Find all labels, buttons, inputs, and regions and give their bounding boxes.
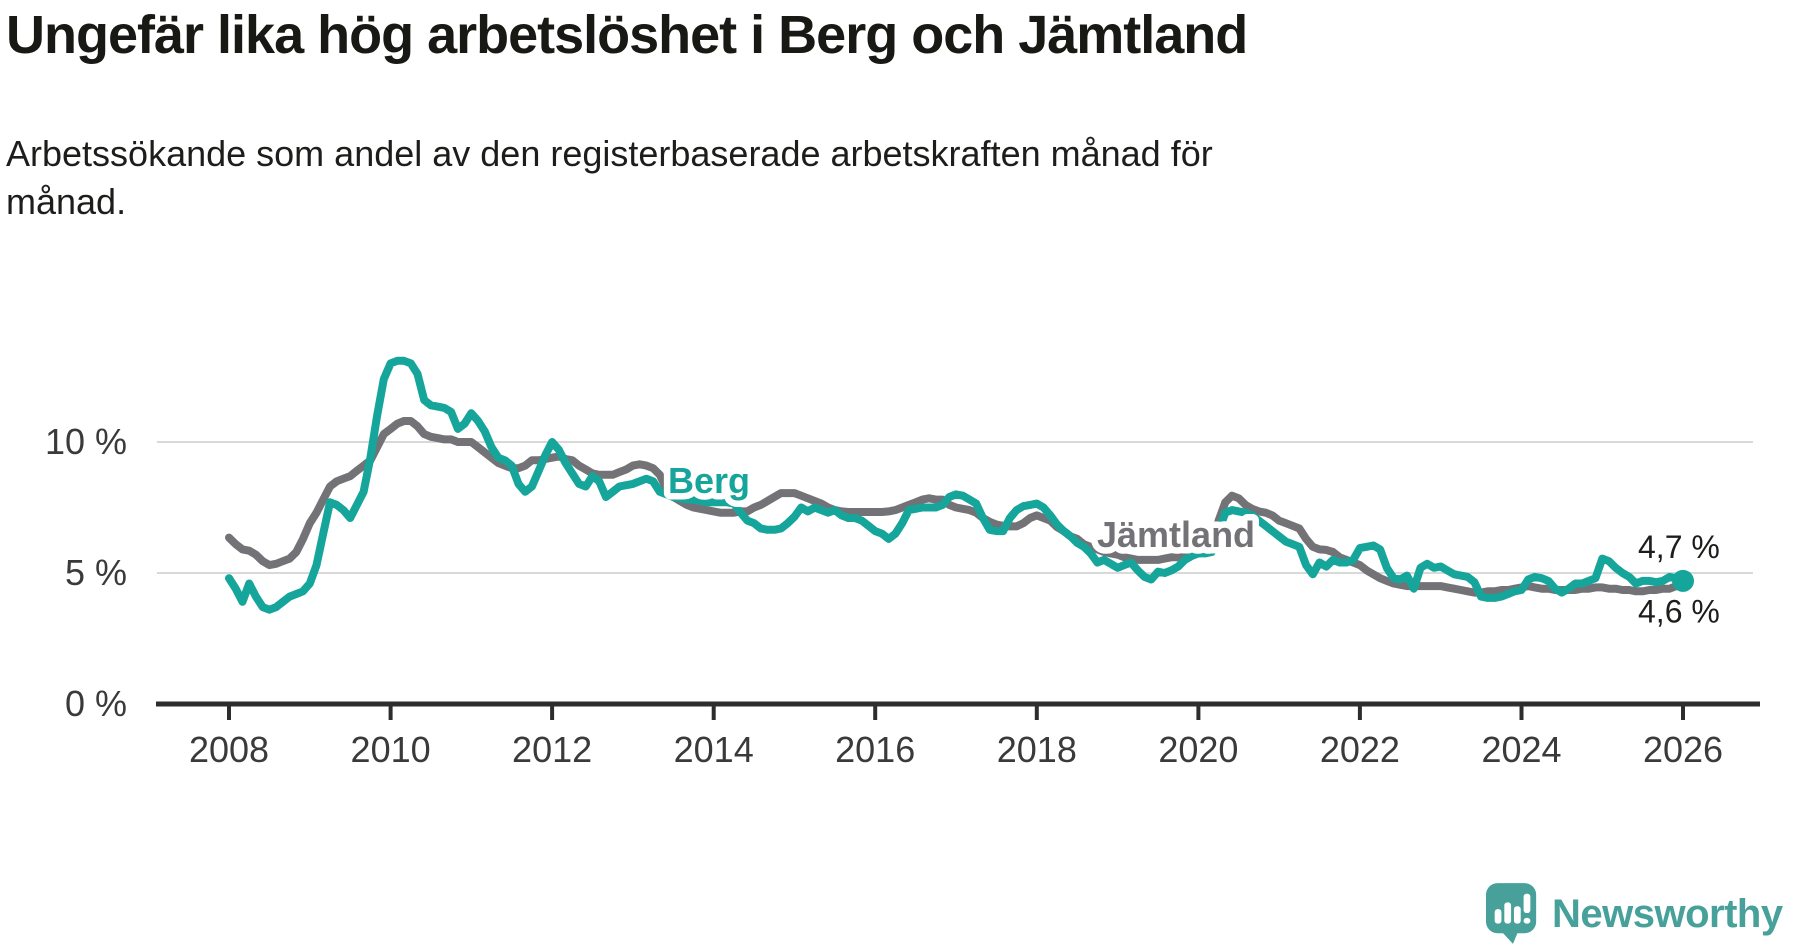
y-axis-tick-labels: 0 % 5 % 10 %: [45, 421, 127, 724]
x-tick-label-2026: 2026: [1643, 729, 1723, 770]
end-value-labels: 4,6 % 4,7 %: [1638, 529, 1720, 630]
series-label-jämtland: Jämtland: [1097, 514, 1255, 555]
x-tick-label-2014: 2014: [674, 729, 754, 770]
end-value-label-berg: 4,7 %: [1638, 529, 1720, 565]
newsworthy-logo-text: Newsworthy: [1552, 891, 1783, 936]
x-tick-label-2024: 2024: [1481, 729, 1561, 770]
x-tick-label-2018: 2018: [997, 729, 1077, 770]
series-labels: Jämtland Berg: [662, 454, 1262, 562]
y-tick-label-5-pct: 5 %: [65, 552, 127, 593]
x-tick-label-2010: 2010: [351, 729, 431, 770]
gridlines: [157, 441, 1753, 574]
x-tick-label-2008: 2008: [189, 729, 269, 770]
series-line-berg: [225, 356, 1687, 614]
subtitle-line-2: månad.: [6, 181, 127, 222]
series-label-berg: Berg: [668, 460, 750, 501]
logo-exclamation-bar: [1523, 893, 1531, 914]
chart-subtitle: Arbetssökande som andel av den registerb…: [6, 130, 1213, 226]
newsworthy-bubble-chart-icon: [1486, 883, 1537, 944]
logo-bar-3: [1513, 906, 1521, 924]
y-tick-label-10-pct: 10 %: [45, 421, 127, 462]
newsworthy-logo: Newsworthy: [1486, 882, 1783, 946]
series-line-jämtland: [225, 417, 1687, 597]
logo-bar-2: [1504, 902, 1512, 924]
x-axis-ticks: [227, 705, 1685, 720]
subtitle-line-1: Arbetssökande som andel av den registerb…: [6, 133, 1213, 174]
series-lines: [225, 356, 1694, 614]
x-tick-label-2012: 2012: [512, 729, 592, 770]
series-end-dot-berg: [1672, 569, 1694, 592]
logo-bar-1: [1494, 909, 1502, 924]
logo-exclamation-dot: [1523, 917, 1531, 924]
end-value-label-jämtland: 4,6 %: [1638, 594, 1720, 630]
y-tick-label-0-pct: 0 %: [65, 683, 127, 724]
x-tick-label-2020: 2020: [1158, 729, 1238, 770]
x-axis-tick-labels: 2008 2010 2012 2014 2016 2018 2020 2022 2024 2026: [189, 729, 1723, 770]
x-tick-label-2022: 2022: [1320, 729, 1400, 770]
page-title: Ungefär lika hög arbetslöshet i Berg och…: [6, 5, 1248, 65]
x-tick-label-2016: 2016: [835, 729, 915, 770]
